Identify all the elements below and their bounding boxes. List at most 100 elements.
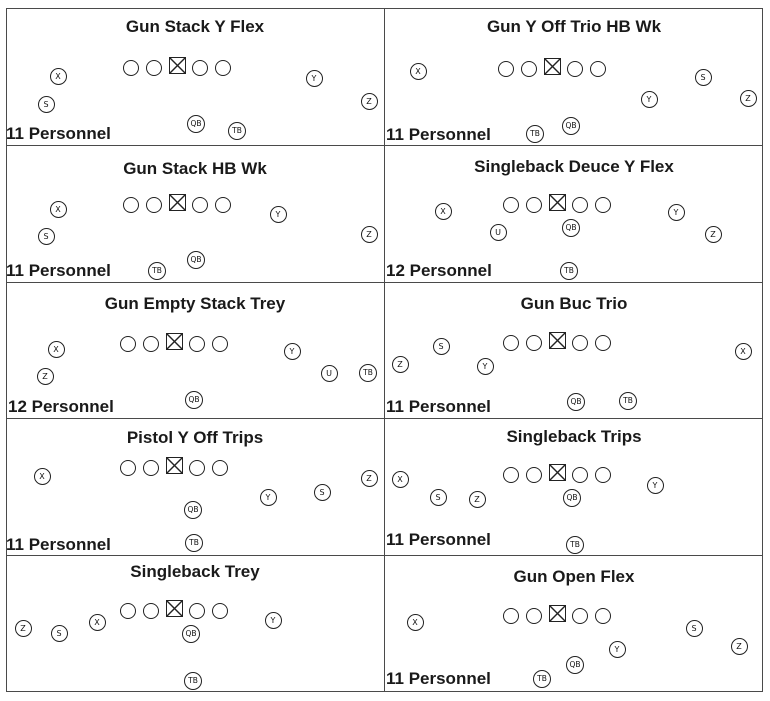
grid-divider-row-1 [6,145,763,146]
lineman-icon [526,467,542,483]
player-s: S [37,227,55,245]
player-s: S [37,95,55,113]
lineman-icon [215,197,231,213]
personnel-label: 12 Personnel [8,397,114,416]
formation-card: Gun Empty Stack Trey 12 Personnel X Z Y U TB QB [6,283,384,418]
lineman-icon [526,335,542,351]
lineman-icon [572,335,588,351]
formation-title: Gun Y Off Trio HB Wk [486,17,662,36]
player-tb: TB [148,262,166,280]
lineman-icon [120,603,136,619]
lineman-icon [526,197,542,213]
lineman-icon [521,61,537,77]
center-icon [544,58,561,75]
player-x: X [406,613,424,631]
player-y: Y [667,203,685,221]
lineman-icon [143,603,159,619]
player-x: X [88,613,106,631]
grid-divider-row-3 [6,418,763,419]
formation-card: Singleback Deuce Y Flex 12 Personnel X U QB Y… [385,146,763,281]
formation-card: Gun Buc Trio 11 Personnel Z S Y X QB TB [385,283,763,418]
lineman-icon [572,467,588,483]
player-z: Z [360,92,378,110]
player-x: X [49,200,67,218]
player-y: Y [259,488,277,506]
player-x: X [391,470,409,488]
player-y: Y [646,476,664,494]
formation-title: Singleback Trey [130,562,260,581]
lineman-icon [572,608,588,624]
player-qb: QB [184,501,202,519]
lineman-icon [120,460,136,476]
formation-card: Gun Open Flex 11 Personnel X Y S Z QB TB [385,556,763,691]
lineman-icon [143,460,159,476]
player-s: S [429,488,447,506]
grid-divider-vertical [384,8,385,692]
player-tb: TB [228,122,246,140]
player-z: Z [730,637,748,655]
lineman-icon [212,336,228,352]
lineman-icon [212,603,228,619]
lineman-icon [212,460,228,476]
formation-title: Gun Stack HB Wk [123,159,267,178]
player-s: S [685,619,703,637]
lineman-icon [143,336,159,352]
formation-card: Gun Stack HB Wk 11 Personnel X S Y Z QB TB [6,146,384,281]
player-qb: QB [182,625,200,643]
player-x: X [734,342,752,360]
lineman-icon [146,197,162,213]
player-qb: QB [185,391,203,409]
formation-title: Singleback Trips [506,427,642,446]
center-icon [549,605,566,622]
lineman-icon [123,197,139,213]
player-z: Z [739,89,757,107]
player-y: Y [476,357,494,375]
lineman-icon [503,608,519,624]
lineman-icon [146,60,162,76]
personnel-label: 11 Personnel [386,669,491,688]
grid-divider-row-2 [6,282,763,283]
player-x: X [434,202,452,220]
player-z: Z [391,355,409,373]
player-s: S [432,337,450,355]
lineman-icon [526,608,542,624]
player-x: X [49,67,67,85]
player-tb: TB [185,534,203,552]
lineman-icon [595,467,611,483]
formation-title: Gun Open Flex [513,567,635,586]
lineman-icon [498,61,514,77]
formation-title: Gun Empty Stack Trey [104,294,286,313]
lineman-icon [192,197,208,213]
player-y: Y [305,69,323,87]
center-icon [549,194,566,211]
lineman-icon [595,335,611,351]
player-z: Z [468,490,486,508]
player-z: Z [360,225,378,243]
formation-title: Gun Stack Y Flex [125,17,265,36]
player-qb: QB [187,251,205,269]
player-x: X [409,62,427,80]
center-icon [166,333,183,350]
player-tb: TB [184,672,202,690]
formation-card: Gun Stack Y Flex 11 Personnel X S Y Z QB TB [6,9,384,144]
personnel-label: 11 Personnel [386,530,491,549]
center-icon [166,457,183,474]
player-qb: QB [187,115,205,133]
player-tb: TB [526,125,544,143]
player-tb: TB [619,392,637,410]
lineman-icon [215,60,231,76]
player-qb: QB [563,489,581,507]
personnel-label: 12 Personnel [386,261,492,280]
formation-title: Gun Buc Trio [520,294,628,313]
lineman-icon [503,335,519,351]
player-qb: QB [562,117,580,135]
personnel-label: 11 Personnel [6,261,111,280]
player-u: U [320,364,338,382]
player-y: Y [283,342,301,360]
center-icon [549,332,566,349]
center-icon [549,464,566,481]
lineman-icon [123,60,139,76]
formation-title: Singleback Deuce Y Flex [474,157,674,176]
player-tb: TB [566,536,584,554]
player-tb: TB [533,670,551,688]
